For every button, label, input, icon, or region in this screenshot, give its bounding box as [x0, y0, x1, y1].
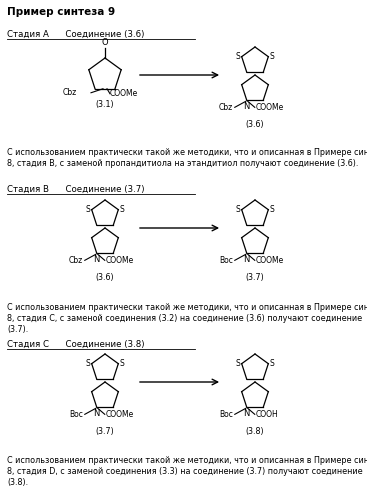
Text: S: S	[119, 359, 124, 368]
Text: COOMe: COOMe	[110, 90, 138, 98]
Text: N: N	[244, 256, 250, 264]
Text: 8, стадия D, с заменой соединения (3.3) на соединение (3.7) получают соединение: 8, стадия D, с заменой соединения (3.3) …	[7, 467, 363, 476]
Text: N: N	[94, 256, 100, 264]
Text: S: S	[86, 359, 91, 368]
Text: Boc: Boc	[219, 410, 233, 419]
Text: С использованием практически такой же методики, что и описанная в Примере синтез: С использованием практически такой же ме…	[7, 303, 367, 312]
Text: (3.6): (3.6)	[96, 274, 114, 282]
Text: (3.7): (3.7)	[96, 428, 115, 436]
Text: (3.6): (3.6)	[246, 120, 264, 130]
Text: N: N	[244, 410, 250, 418]
Text: S: S	[269, 52, 274, 61]
Text: (3.7): (3.7)	[246, 274, 264, 282]
Text: С использованием практически такой же методики, что и описанная в Примере синтез: С использованием практически такой же ме…	[7, 148, 367, 157]
Text: S: S	[269, 205, 274, 214]
Text: Boc: Boc	[219, 256, 233, 265]
Text: Стадия А      Соединение (3.6): Стадия А Соединение (3.6)	[7, 30, 144, 39]
Text: С использованием практически такой же методики, что и описанная в Примере синтез: С использованием практически такой же ме…	[7, 456, 367, 465]
Text: O: O	[102, 38, 108, 47]
Text: N: N	[94, 410, 100, 418]
Text: S: S	[86, 205, 91, 214]
Text: (3.8): (3.8)	[246, 428, 264, 436]
Text: (3.7).: (3.7).	[7, 325, 28, 334]
Text: Cbz: Cbz	[63, 88, 77, 98]
Text: Стадия С      Соединение (3.8): Стадия С Соединение (3.8)	[7, 340, 145, 349]
Text: COOH: COOH	[256, 410, 279, 419]
Text: S: S	[119, 205, 124, 214]
Text: 8, стадия В, с заменой пропандитиола на этандитиол получают соединение (3.6).: 8, стадия В, с заменой пропандитиола на …	[7, 159, 358, 168]
Text: COOMe: COOMe	[106, 410, 134, 419]
Text: S: S	[236, 359, 241, 368]
Text: COOMe: COOMe	[106, 256, 134, 265]
Text: S: S	[269, 359, 274, 368]
Text: S: S	[236, 205, 241, 214]
Text: Стадия В      Соединение (3.7): Стадия В Соединение (3.7)	[7, 185, 145, 194]
Text: (3.8).: (3.8).	[7, 478, 28, 487]
Text: Cbz: Cbz	[218, 103, 233, 112]
Text: N: N	[244, 102, 250, 112]
Text: COOMe: COOMe	[256, 103, 284, 112]
Text: Boc: Boc	[69, 410, 83, 419]
Text: (3.1): (3.1)	[96, 100, 114, 109]
Text: S: S	[236, 52, 241, 61]
Text: Пример синтеза 9: Пример синтеза 9	[7, 7, 115, 17]
Text: 8, стадия С, с заменой соединения (3.2) на соединение (3.6) получают соединение: 8, стадия С, с заменой соединения (3.2) …	[7, 314, 362, 323]
Text: Cbz: Cbz	[69, 256, 83, 265]
Text: COOMe: COOMe	[256, 256, 284, 265]
